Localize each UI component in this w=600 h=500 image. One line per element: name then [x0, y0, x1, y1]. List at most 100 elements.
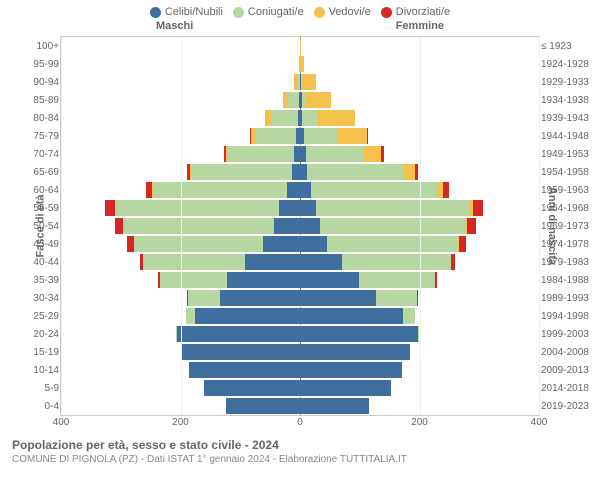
bar-segment — [300, 398, 369, 414]
age-label: 75-79 — [3, 127, 59, 145]
bar-segment — [318, 110, 355, 126]
bar-segment — [311, 182, 438, 198]
bar-segment — [300, 362, 402, 378]
bar-segment — [255, 128, 297, 144]
age-row: 95-991924-1928 — [61, 55, 539, 73]
birth-label: 1949-1953 — [541, 145, 597, 163]
bar-segment — [300, 182, 311, 198]
bar-segment — [186, 308, 194, 324]
age-label: 55-59 — [3, 199, 59, 217]
age-row: 70-741949-1953 — [61, 145, 539, 163]
x-tick-label: 200 — [172, 417, 189, 428]
age-label: 5-9 — [3, 379, 59, 397]
bar-segment — [292, 164, 300, 180]
bar-segment — [300, 308, 403, 324]
bar-segment — [271, 110, 297, 126]
birth-label: 2004-2008 — [541, 343, 597, 361]
legend-label: Divorziati/e — [396, 6, 450, 18]
age-row: 20-241999-2003 — [61, 325, 539, 343]
birth-label: 1989-1993 — [541, 289, 597, 307]
age-label: 30-34 — [3, 289, 59, 307]
age-row: 30-341989-1993 — [61, 289, 539, 307]
header-male: Maschi — [156, 20, 193, 32]
birth-label: 1964-1968 — [541, 199, 597, 217]
bar-segment — [359, 272, 435, 288]
bar-segment — [435, 272, 437, 288]
x-gridline — [539, 37, 540, 415]
bar-segment — [204, 380, 300, 396]
legend-swatch — [233, 7, 244, 18]
age-label: 90-94 — [3, 73, 59, 91]
bar-segment — [367, 128, 368, 144]
age-label: 50-54 — [3, 217, 59, 235]
x-axis: 4002000200400 — [61, 417, 539, 431]
bar-segment — [300, 218, 320, 234]
bar-segment — [443, 182, 449, 198]
age-label: 10-14 — [3, 361, 59, 379]
age-label: 0-4 — [3, 397, 59, 415]
bar-segment — [300, 254, 342, 270]
birth-label: 1939-1943 — [541, 109, 597, 127]
chart-title: Popolazione per età, sesso e stato civil… — [12, 438, 588, 452]
legend-label: Coniugati/e — [248, 6, 304, 18]
bar-segment — [300, 290, 376, 306]
age-row: 50-541969-1973 — [61, 217, 539, 235]
birth-label: 1994-1998 — [541, 307, 597, 325]
legend-swatch — [314, 7, 325, 18]
bar-segment — [160, 272, 227, 288]
x-tick-label: 200 — [411, 417, 428, 428]
bar-segment — [116, 200, 279, 216]
pyramid-chart: Fasce di età Anni di nascita 100+≤ 19239… — [60, 36, 540, 416]
bar-segment — [467, 218, 475, 234]
bar-segment — [300, 56, 304, 72]
bar-segment — [153, 182, 287, 198]
bar-segment — [403, 164, 415, 180]
rows-container: 100+≤ 192395-991924-192890-941929-193385… — [61, 37, 539, 415]
legend-item: Coniugati/e — [233, 6, 304, 18]
bar-segment — [228, 146, 294, 162]
age-label: 60-64 — [3, 181, 59, 199]
legend-swatch — [381, 7, 392, 18]
age-row: 40-441979-1983 — [61, 253, 539, 271]
bar-segment — [134, 236, 263, 252]
column-headers: Maschi Femmine — [60, 20, 540, 36]
bar-segment — [181, 344, 301, 360]
birth-label: 1974-1978 — [541, 235, 597, 253]
x-tick-label: 400 — [53, 417, 70, 428]
bar-segment — [459, 236, 466, 252]
birth-label: 1969-1973 — [541, 217, 597, 235]
birth-label: 1979-1983 — [541, 253, 597, 271]
age-label: 95-99 — [3, 55, 59, 73]
bar-segment — [316, 200, 470, 216]
bar-segment — [300, 326, 418, 342]
bar-segment — [304, 128, 337, 144]
legend: Celibi/Nubili Coniugati/e Vedovi/e Divorzia… — [0, 0, 600, 20]
birth-label: 1984-1988 — [541, 271, 597, 289]
age-label: 85-89 — [3, 91, 59, 109]
bar-segment — [342, 254, 451, 270]
birth-label: 1929-1933 — [541, 73, 597, 91]
age-row: 80-841939-1943 — [61, 109, 539, 127]
bar-segment — [274, 218, 300, 234]
bar-segment — [320, 218, 465, 234]
bar-segment — [302, 110, 318, 126]
bar-segment — [300, 38, 301, 54]
age-row: 55-591964-1968 — [61, 199, 539, 217]
bar-segment — [473, 200, 483, 216]
birth-label: 1959-1963 — [541, 181, 597, 199]
header-female: Femmine — [396, 20, 444, 32]
bar-segment — [263, 236, 300, 252]
age-row: 100+≤ 1923 — [61, 37, 539, 55]
bar-segment — [300, 200, 316, 216]
legend-item: Celibi/Nubili — [150, 6, 223, 18]
legend-item: Divorziati/e — [381, 6, 450, 18]
age-row: 85-891934-1938 — [61, 91, 539, 109]
bar-segment — [288, 92, 299, 108]
bar-segment — [226, 398, 300, 414]
birth-label: 2019-2023 — [541, 397, 597, 415]
age-row: 0-42019-2023 — [61, 397, 539, 415]
x-gridline — [420, 37, 421, 415]
bar-segment — [287, 182, 300, 198]
legend-label: Vedovi/e — [329, 6, 371, 18]
bar-segment — [245, 254, 300, 270]
